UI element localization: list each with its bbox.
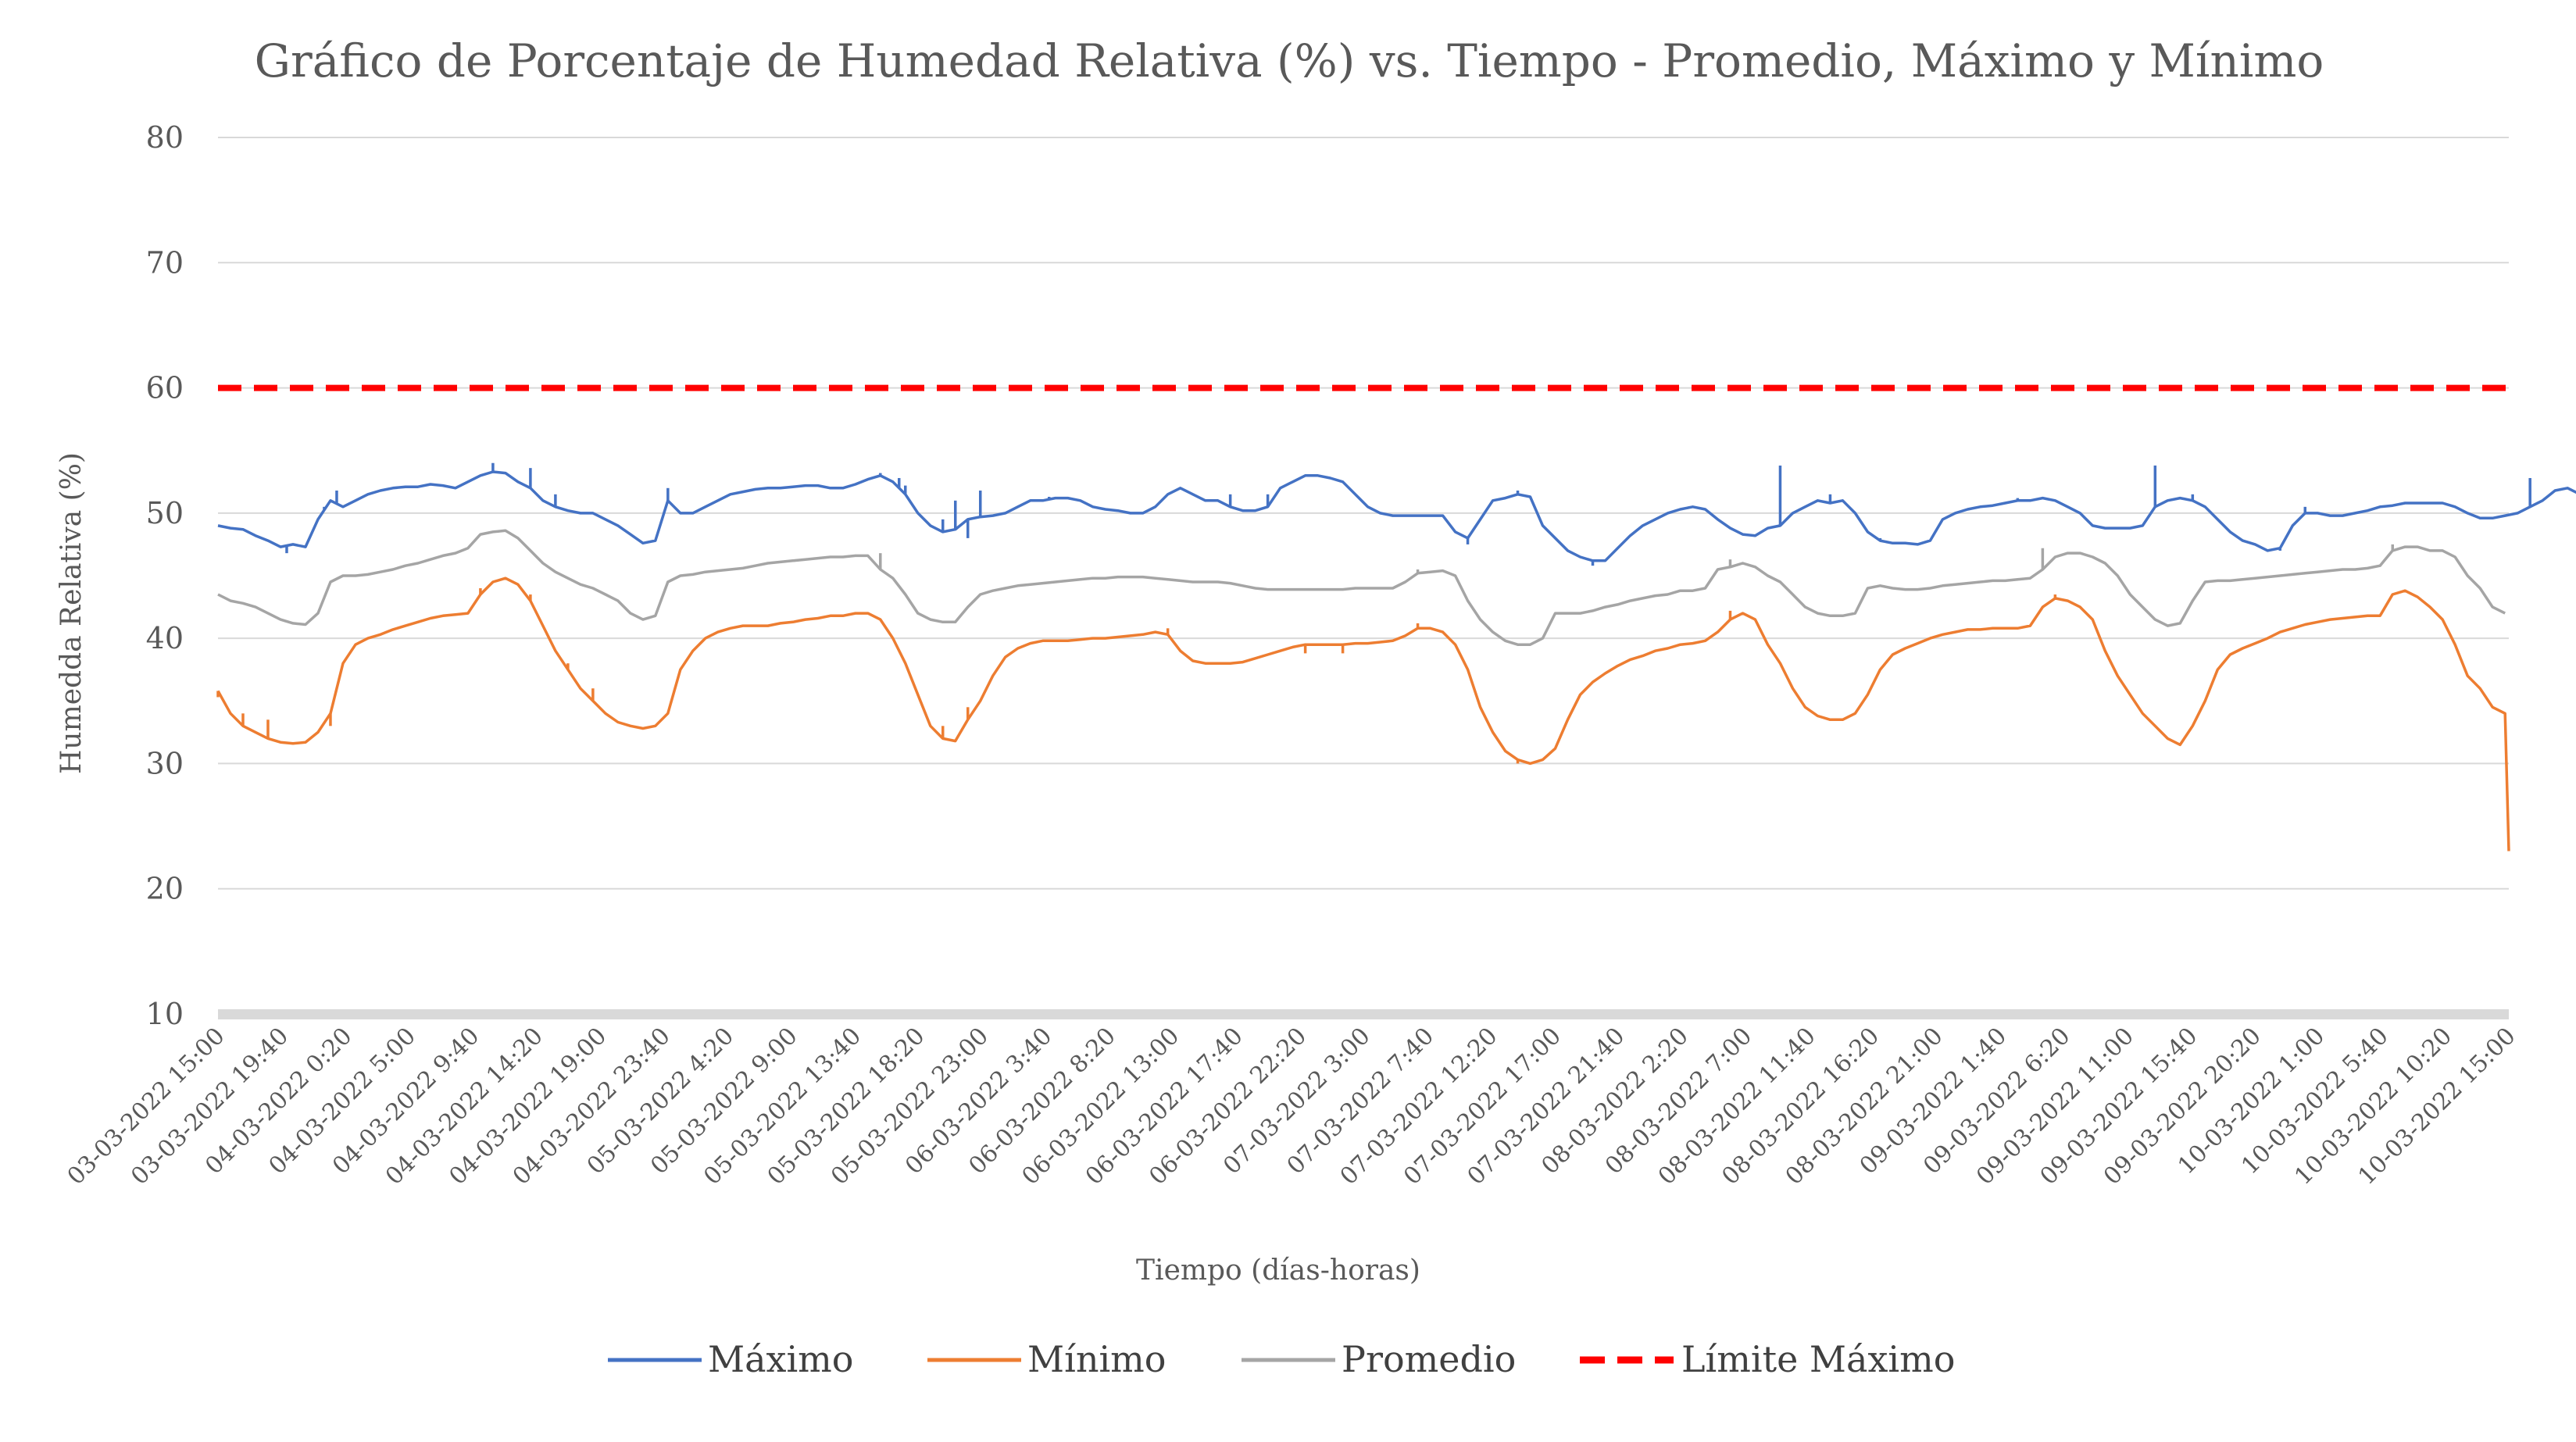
- legend-item-promedio[interactable]: Promedio: [1242, 1338, 1516, 1380]
- legend-label-promedio: Promedio: [1342, 1338, 1516, 1380]
- y-axis-title: Humedda Relativa (%): [55, 452, 88, 774]
- y-tick-label: 30: [146, 746, 184, 780]
- y-tick-label: 80: [146, 120, 184, 155]
- legend-item-maximo[interactable]: Máximo: [608, 1338, 854, 1380]
- y-tick-label: 60: [146, 371, 184, 405]
- chart-title: Gráfico de Porcentaje de Humedad Relativ…: [255, 34, 2324, 87]
- series-minimo: [216, 576, 2510, 851]
- x-axis-title: Tiempo (días-horas): [1136, 1255, 1420, 1287]
- legend-label-maximo: Máximo: [708, 1338, 854, 1380]
- x-axis-baseline: [218, 1009, 2509, 1019]
- series-line-minimo: [216, 576, 2510, 851]
- legend-label-minimo: Mínimo: [1027, 1338, 1166, 1380]
- legend-item-minimo[interactable]: Mínimo: [927, 1338, 1166, 1380]
- gridlines: [218, 137, 2509, 890]
- y-axis-ticks: 10 20 30 40 50 60 70 80: [146, 120, 184, 1031]
- y-tick-label: 10: [146, 997, 184, 1031]
- legend: Máximo Mínimo Promedio Límite Máximo: [608, 1338, 1955, 1380]
- y-tick-label: 20: [146, 872, 184, 906]
- legend-label-limite-maximo: Límite Máximo: [1681, 1338, 1955, 1380]
- y-tick-label: 70: [146, 245, 184, 280]
- series-promedio: [217, 529, 2506, 646]
- series-line-promedio: [217, 529, 2506, 646]
- y-tick-label: 50: [146, 496, 184, 530]
- series-maximo: [217, 462, 2576, 566]
- legend-item-limite-maximo[interactable]: Límite Máximo: [1580, 1338, 1955, 1380]
- series-layer: [216, 384, 2576, 851]
- series-line-maximo: [217, 470, 2576, 562]
- y-tick-label: 40: [146, 621, 184, 655]
